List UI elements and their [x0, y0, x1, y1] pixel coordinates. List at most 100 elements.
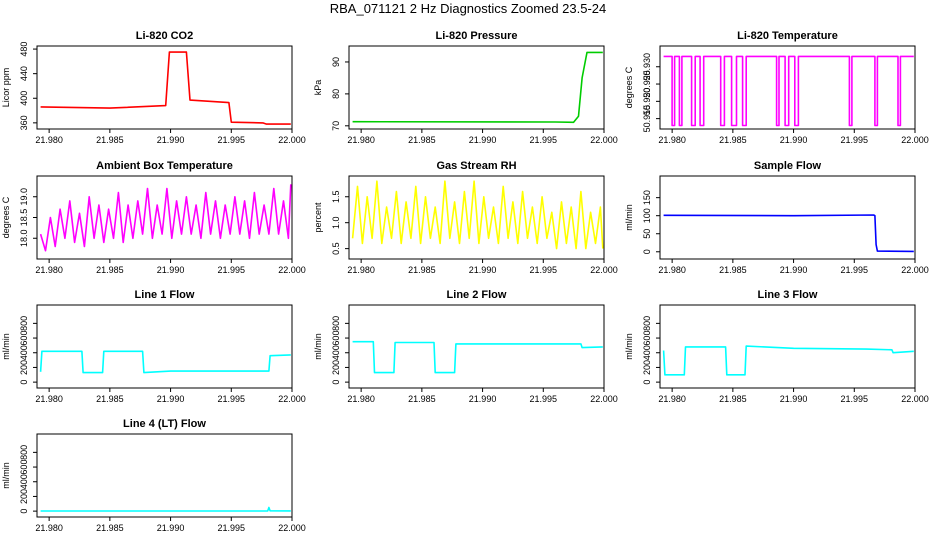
x-tick-label: 21.990: [469, 394, 497, 404]
x-tick-label: 21.995: [218, 135, 246, 145]
x-tick-label: 21.995: [218, 265, 246, 275]
x-tick-label: 22.000: [901, 394, 929, 404]
y-tick-label: 80: [331, 89, 341, 99]
x-tick-label: 22.000: [590, 265, 618, 275]
y-tick-label: 18.5: [19, 209, 29, 227]
x-tick-label: 22.000: [278, 265, 306, 275]
x-tick-label: 21.995: [841, 265, 869, 275]
series-line: [663, 214, 914, 253]
x-tick-label: 21.995: [530, 394, 558, 404]
x-tick-label: 21.995: [218, 523, 246, 533]
y-tick-label: 0: [19, 509, 29, 514]
y-tick-label: 400: [19, 345, 29, 360]
x-tick-label: 21.985: [719, 135, 747, 145]
plot-frame: [348, 175, 605, 260]
x-tick-label: 21.990: [157, 394, 185, 404]
chart-title: Li-820 CO2: [136, 30, 193, 42]
x-tick-label: 21.990: [469, 265, 497, 275]
x-tick-label: 21.985: [96, 265, 124, 275]
chart-title: Line 4 (LT) Flow: [123, 418, 206, 430]
series-line: [40, 506, 291, 512]
y-tick-label: 360: [19, 115, 29, 130]
series-line: [351, 180, 604, 250]
chart-title: Gas Stream RH: [436, 160, 516, 172]
chart-panel: Line 1 Flow ml/min 21.980 21.985 21.990 21.99…: [1, 289, 306, 404]
x-tick-label: 21.990: [780, 135, 808, 145]
chart-panel: Li-820 CO2 Licor ppm 21.980 21.985 21.990 21.…: [1, 30, 306, 145]
chart-panel: Gas Stream RH percent 21.980 21.985 21.990 21…: [313, 160, 618, 275]
x-tick-label: 21.980: [347, 135, 375, 145]
y-tick-label: 200: [642, 360, 652, 375]
x-tick-label: 21.985: [408, 394, 436, 404]
y-tick-label: 0: [331, 380, 341, 385]
series-line: [663, 55, 914, 127]
y-tick-label: 400: [642, 345, 652, 360]
chart-title: Li-820 Temperature: [737, 30, 838, 42]
y-axis-label: degrees C: [624, 66, 634, 108]
chart-panel: Sample Flow ml/min 21.980 21.985 21.990 21.99…: [624, 160, 929, 275]
plot-frame: [348, 304, 605, 389]
chart-title: Ambient Box Temperature: [96, 160, 233, 172]
y-axis-label: Licor ppm: [1, 68, 11, 108]
y-tick-label: 50.925: [642, 70, 652, 98]
chart-panel: Line 2 Flow ml/min 21.980 21.985 21.990 21.99…: [313, 289, 618, 404]
y-tick-label: 0.5: [331, 242, 341, 255]
page-title: RBA_071121 2 Hz Diagnostics Zoomed 23.5-…: [329, 1, 607, 16]
y-axis-label: degrees C: [1, 196, 11, 238]
y-tick-label: 50.915: [642, 105, 652, 133]
plot-frame: [36, 304, 293, 389]
y-axis-label: ml/min: [624, 204, 634, 231]
x-tick-label: 22.000: [278, 135, 306, 145]
y-axis-label: percent: [313, 202, 323, 233]
x-tick-label: 21.995: [530, 135, 558, 145]
y-tick-label: 600: [19, 331, 29, 346]
plot-frame: [659, 304, 916, 389]
x-tick-label: 21.985: [408, 265, 436, 275]
x-tick-label: 22.000: [901, 135, 929, 145]
y-axis-label: ml/min: [1, 333, 11, 360]
y-tick-label: 50.930: [642, 53, 652, 81]
x-tick-label: 21.995: [841, 394, 869, 404]
x-tick-label: 21.980: [35, 523, 63, 533]
x-tick-label: 21.980: [658, 394, 686, 404]
x-tick-label: 22.000: [901, 265, 929, 275]
x-tick-label: 21.985: [96, 523, 124, 533]
y-axis-label: ml/min: [1, 462, 11, 489]
y-tick-label: 800: [19, 445, 29, 460]
chart-title: Li-820 Pressure: [436, 30, 518, 42]
y-tick-label: 0: [19, 380, 29, 385]
x-tick-label: 21.990: [157, 135, 185, 145]
chart-panel: Line 3 Flow ml/min 21.980 21.985 21.990 21.99…: [624, 289, 929, 404]
x-tick-label: 21.980: [347, 265, 375, 275]
y-tick-label: 1.5: [331, 190, 341, 203]
series-line: [352, 51, 603, 124]
x-tick-label: 21.985: [719, 394, 747, 404]
chart-panel: Li-820 Temperature degrees C 21.980 21.985 2…: [624, 30, 929, 145]
x-tick-label: 21.990: [157, 265, 185, 275]
x-tick-label: 21.995: [218, 394, 246, 404]
series-line: [40, 51, 291, 125]
x-tick-label: 21.980: [658, 265, 686, 275]
x-tick-label: 21.995: [841, 135, 869, 145]
x-tick-label: 21.985: [96, 135, 124, 145]
y-tick-label: 200: [331, 360, 341, 375]
y-tick-label: 400: [19, 91, 29, 106]
x-tick-label: 21.990: [157, 523, 185, 533]
y-tick-label: 600: [19, 460, 29, 475]
x-tick-label: 22.000: [590, 135, 618, 145]
y-axis-label: kPa: [313, 80, 323, 96]
y-tick-label: 19.0: [19, 188, 29, 206]
x-tick-label: 21.985: [96, 394, 124, 404]
y-tick-label: 18.0: [19, 229, 29, 247]
x-tick-label: 21.990: [780, 265, 808, 275]
y-tick-label: 50: [642, 229, 652, 239]
y-tick-label: 70: [331, 121, 341, 131]
x-tick-label: 21.990: [780, 394, 808, 404]
y-tick-label: 100: [642, 208, 652, 223]
chart-panel: Ambient Box Temperature degrees C 21.980 21…: [1, 160, 306, 275]
chart-title: Sample Flow: [754, 160, 822, 172]
y-tick-label: 90: [331, 57, 341, 67]
plot-frame: [36, 433, 293, 518]
x-tick-label: 21.995: [530, 265, 558, 275]
